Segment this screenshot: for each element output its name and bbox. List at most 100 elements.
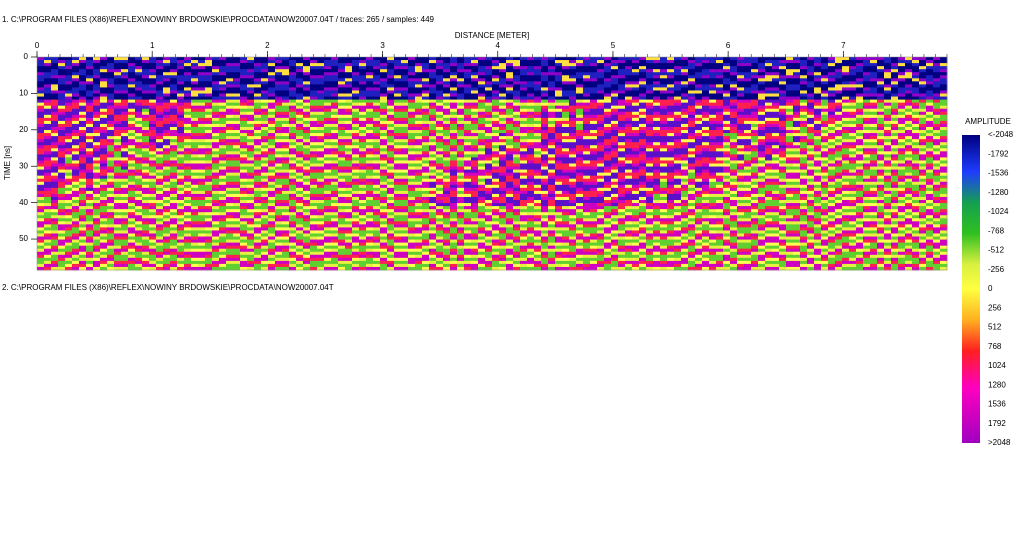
trace-cell	[121, 163, 129, 167]
trace-cell	[198, 218, 206, 222]
trace-cell	[345, 72, 353, 76]
trace-cell	[156, 102, 164, 107]
trace-cell	[401, 175, 409, 180]
trace-cell	[142, 108, 150, 113]
trace-cell	[170, 93, 178, 97]
trace-cell	[352, 163, 360, 167]
trace-cell	[338, 139, 346, 143]
trace-cell	[156, 60, 164, 64]
trace-cell	[520, 187, 528, 192]
trace-cell	[114, 87, 122, 91]
trace-cell	[191, 160, 199, 164]
trace-cell	[261, 209, 269, 213]
trace-cell	[135, 221, 143, 225]
trace-cell	[226, 209, 234, 213]
trace-cell	[310, 230, 318, 234]
trace-cell	[310, 200, 318, 204]
trace-cell	[394, 163, 402, 167]
trace-cell	[513, 221, 521, 225]
trace-cell	[345, 126, 353, 131]
trace-cell	[93, 72, 101, 76]
trace-cell	[114, 212, 122, 216]
trace-cell	[394, 184, 402, 189]
trace-cell	[121, 166, 129, 170]
trace-cell	[282, 193, 290, 198]
trace-cell	[86, 178, 94, 183]
trace-cell	[156, 266, 164, 271]
trace-cell	[303, 203, 311, 207]
trace-cell	[51, 248, 59, 253]
trace-cell	[44, 175, 52, 180]
trace-cell	[37, 178, 45, 183]
trace-cell	[331, 187, 339, 192]
trace-cell	[261, 178, 269, 183]
trace-cell	[205, 169, 213, 174]
trace-cell	[177, 200, 185, 204]
trace-cell	[415, 133, 423, 137]
trace-cell	[387, 136, 395, 140]
trace-cell	[492, 148, 500, 152]
trace-cell	[163, 139, 171, 143]
trace-cell	[37, 142, 45, 146]
trace-cell	[352, 139, 360, 143]
trace-cell	[527, 126, 535, 131]
trace-cell	[149, 145, 157, 149]
trace-cell	[345, 196, 353, 201]
trace-cell	[303, 248, 311, 253]
trace-cell	[219, 254, 227, 259]
trace-cell	[226, 133, 234, 137]
trace-cell	[485, 206, 493, 210]
trace-cell	[170, 227, 178, 231]
trace-cell	[240, 148, 248, 152]
trace-cell	[443, 224, 451, 228]
trace-cell	[464, 169, 472, 174]
trace-cell	[408, 148, 416, 152]
trace-cell	[184, 157, 192, 161]
trace-cell	[65, 239, 73, 244]
trace-cell	[345, 254, 353, 259]
trace-cell	[471, 178, 479, 183]
trace-cell	[359, 96, 367, 100]
trace-cell	[499, 190, 507, 195]
trace-cell	[485, 190, 493, 195]
trace-cell	[443, 102, 451, 107]
trace-cell	[345, 175, 353, 180]
trace-cell	[128, 117, 136, 122]
trace-cell	[191, 154, 199, 158]
trace-cell	[317, 133, 325, 137]
trace-cell	[247, 200, 255, 204]
trace-cell	[240, 123, 248, 128]
trace-cell	[289, 206, 297, 210]
trace-cell	[450, 145, 458, 149]
trace-cell	[380, 209, 388, 213]
trace-cell	[184, 84, 192, 88]
trace-cell	[275, 169, 283, 174]
trace-cell	[51, 224, 59, 228]
trace-cell	[408, 114, 416, 119]
trace-cell	[142, 69, 150, 73]
trace-cell	[121, 254, 129, 259]
trace-cell	[254, 263, 262, 268]
trace-cell	[359, 181, 367, 186]
trace-cell	[366, 157, 374, 161]
trace-cell	[261, 239, 269, 244]
trace-cell	[471, 266, 479, 271]
trace-cell	[51, 172, 59, 177]
trace-cell	[142, 245, 150, 250]
trace-cell	[79, 63, 87, 67]
trace-cell	[429, 99, 437, 104]
trace-cell	[380, 151, 388, 155]
trace-cell	[373, 190, 381, 195]
trace-cell	[457, 84, 465, 88]
trace-cell	[450, 224, 458, 228]
trace-cell	[121, 215, 129, 219]
trace-cell	[212, 263, 220, 268]
trace-cell	[114, 184, 122, 189]
trace-cell	[380, 178, 388, 183]
trace-cell	[149, 209, 157, 213]
trace-cell	[310, 114, 318, 119]
trace-cell	[282, 60, 290, 64]
trace-cell	[44, 206, 52, 210]
trace-cell	[79, 133, 87, 137]
trace-cell	[464, 200, 472, 204]
